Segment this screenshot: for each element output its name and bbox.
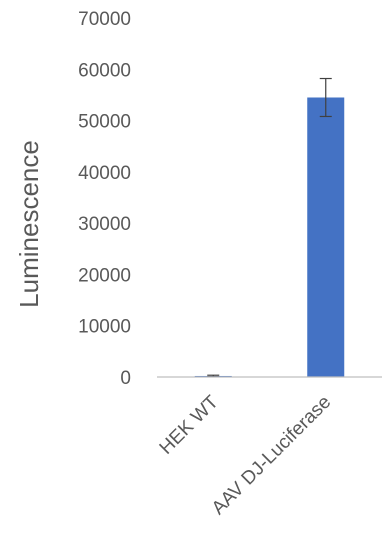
y-tick-label: 50000 [78,112,131,133]
y-tick-label: 20000 [78,265,131,286]
y-tick-label: 30000 [78,214,131,235]
y-tick-label: 60000 [78,60,131,81]
y-tick-label: 0 [120,368,131,389]
y-axis-title: Luminescence [14,140,44,308]
bars [194,77,345,378]
x-tick-label: AAV DJ-Luciferase [208,392,335,519]
y-tick-label: 10000 [78,317,131,338]
y-tick-label: 40000 [78,163,131,184]
y-axis-ticks: 0 10000 20000 30000 40000 50000 60000 70000 [78,9,131,389]
error-bar [319,77,332,118]
y-tick-label: 70000 [78,9,131,30]
bar [307,97,345,377]
x-tick-label: HEK WT [156,391,223,458]
